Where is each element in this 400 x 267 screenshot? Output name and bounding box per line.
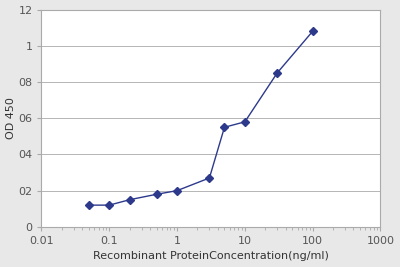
Y-axis label: OD 450: OD 450 <box>6 97 16 139</box>
X-axis label: Recombinant ProteinConcentration(ng/ml): Recombinant ProteinConcentration(ng/ml) <box>93 252 329 261</box>
